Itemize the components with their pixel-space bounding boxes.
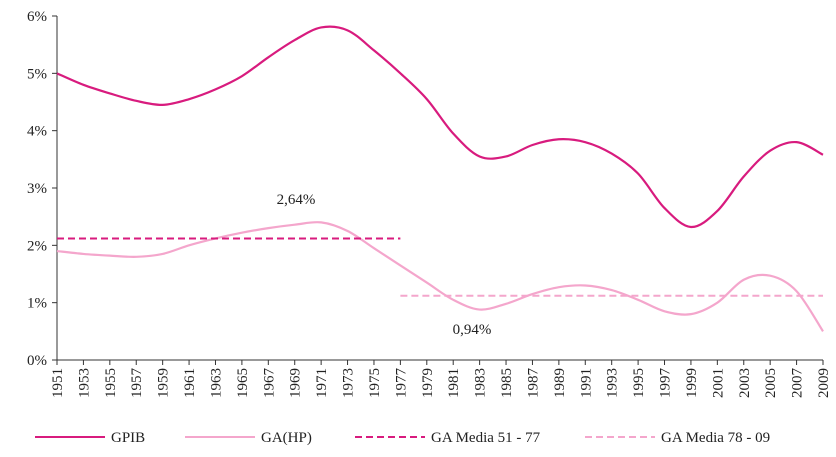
x-tick-label: 2007 — [790, 368, 806, 399]
y-tick-label: 3% — [27, 181, 47, 197]
x-tick-label: 1995 — [631, 368, 647, 398]
legend-label: GA(HP) — [261, 430, 312, 446]
x-tick-label: 1961 — [182, 368, 198, 398]
x-tick-label: 1991 — [578, 368, 594, 398]
y-tick-label: 6% — [27, 9, 47, 25]
x-tick-label: 1993 — [605, 368, 621, 398]
series-line — [56, 25, 824, 229]
x-tick-label: 1999 — [684, 368, 700, 398]
annotation: 0,94% — [453, 322, 492, 338]
x-tick-label: 2001 — [710, 368, 726, 398]
x-tick-label: 1963 — [208, 368, 224, 398]
x-tick-label: 2003 — [737, 368, 753, 398]
x-tick-label: 1977 — [393, 368, 409, 399]
x-tick-label: 1955 — [103, 368, 119, 398]
annotation: 2,64% — [277, 192, 316, 208]
x-tick-label: 1987 — [525, 368, 541, 399]
series-line — [56, 221, 824, 332]
x-tick-label: 1957 — [129, 368, 145, 399]
x-tick-label: 1997 — [658, 368, 674, 399]
x-tick-label: 1969 — [288, 368, 304, 398]
legend-label: GA Media 78 - 09 — [661, 430, 770, 446]
x-tick-label: 1985 — [499, 368, 515, 398]
x-tick-label: 1971 — [314, 368, 330, 398]
x-tick-label: 1983 — [473, 368, 489, 398]
x-tick-label: 1951 — [50, 368, 66, 398]
y-tick-label: 4% — [27, 124, 47, 140]
x-tick-label: 1973 — [341, 368, 357, 398]
x-tick-label: 2009 — [816, 368, 832, 398]
x-tick-label: 1953 — [76, 368, 92, 398]
x-tick-label: 1979 — [420, 368, 436, 398]
y-tick-label: 0% — [27, 353, 47, 369]
x-tick-label: 1967 — [261, 368, 277, 399]
x-tick-label: 2005 — [763, 368, 779, 398]
y-tick-label: 1% — [27, 296, 47, 312]
x-tick-label: 1989 — [552, 368, 568, 398]
y-tick-label: 2% — [27, 238, 47, 254]
legend-label: GA Media 51 - 77 — [431, 430, 541, 446]
x-tick-label: 1981 — [446, 368, 462, 398]
y-tick-label: 5% — [27, 66, 47, 82]
legend-label: GPIB — [111, 430, 145, 446]
x-tick-label: 1975 — [367, 368, 383, 398]
x-tick-label: 1959 — [156, 368, 172, 398]
x-tick-label: 1965 — [235, 368, 251, 398]
